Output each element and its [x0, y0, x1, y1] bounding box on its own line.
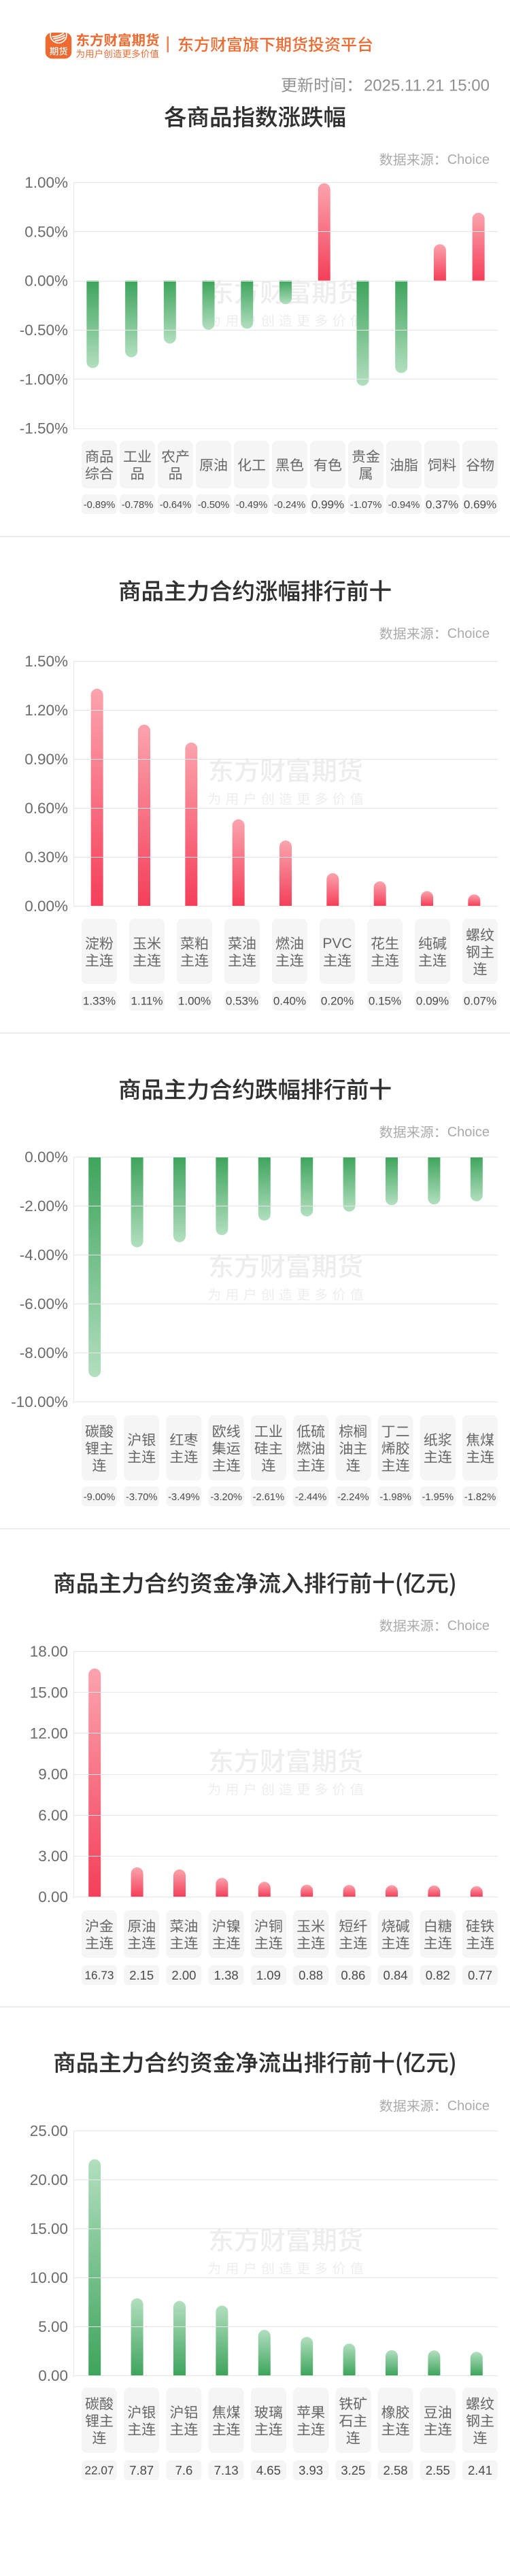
svg-text:0.90%: 0.90% — [24, 751, 68, 768]
svg-text:0.40%: 0.40% — [273, 995, 306, 1008]
svg-text:1.11%: 1.11% — [131, 995, 163, 1008]
svg-text:-0.50%: -0.50% — [20, 322, 68, 339]
svg-text:-1.07%: -1.07% — [350, 500, 382, 511]
svg-text:0.15%: 0.15% — [369, 995, 401, 1008]
svg-text:18.00: 18.00 — [30, 1643, 68, 1660]
svg-text:-2.00%: -2.00% — [20, 1198, 68, 1215]
svg-text:Choice: Choice — [447, 152, 490, 167]
svg-text:-3.70%: -3.70% — [126, 1492, 158, 1503]
svg-text:2.58: 2.58 — [384, 2463, 408, 2477]
svg-text:3.00: 3.00 — [38, 1848, 68, 1865]
svg-text:0.82: 0.82 — [426, 1968, 450, 1982]
svg-text:4.65: 4.65 — [256, 2463, 281, 2477]
svg-text:1.33%: 1.33% — [83, 995, 116, 1008]
svg-text:-4.00%: -4.00% — [20, 1247, 68, 1264]
svg-text:0.00: 0.00 — [38, 1888, 68, 1905]
svg-text:0.86: 0.86 — [341, 1968, 365, 1982]
svg-text:0.00: 0.00 — [38, 2367, 68, 2384]
svg-text:0.07%: 0.07% — [464, 995, 496, 1008]
svg-text:-1.00%: -1.00% — [20, 371, 68, 388]
svg-text:0.00%: 0.00% — [24, 273, 68, 290]
svg-text:1.50%: 1.50% — [24, 653, 68, 670]
svg-text:12.00: 12.00 — [30, 1725, 68, 1742]
svg-text:20.00: 20.00 — [30, 2171, 68, 2188]
svg-text:-1.95%: -1.95% — [422, 1492, 454, 1503]
svg-text:2.41: 2.41 — [468, 2463, 492, 2477]
svg-text:7.6: 7.6 — [175, 2463, 193, 2477]
svg-text:-3.20%: -3.20% — [210, 1492, 242, 1503]
svg-text:0.09%: 0.09% — [416, 995, 449, 1008]
svg-text:3.93: 3.93 — [299, 2463, 323, 2477]
svg-text:-2.44%: -2.44% — [295, 1492, 327, 1503]
svg-text:0.88: 0.88 — [299, 1968, 323, 1982]
svg-text:2.55: 2.55 — [426, 2463, 450, 2477]
svg-text:25.00: 25.00 — [30, 2122, 68, 2139]
svg-text:10.00: 10.00 — [30, 2269, 68, 2286]
svg-text:2.00: 2.00 — [171, 1968, 196, 1982]
svg-text:2.15: 2.15 — [129, 1968, 154, 1982]
svg-text:1.38: 1.38 — [214, 1968, 239, 1982]
svg-text:7.87: 7.87 — [129, 2463, 154, 2477]
svg-text:-8.00%: -8.00% — [20, 1344, 68, 1361]
svg-text:16.73: 16.73 — [84, 1969, 114, 1982]
svg-text:-10.00%: -10.00% — [11, 1393, 68, 1410]
svg-text:1.00%: 1.00% — [178, 995, 211, 1008]
svg-text:0.20%: 0.20% — [321, 995, 354, 1008]
svg-text:2025.11.21 15:00: 2025.11.21 15:00 — [364, 77, 490, 95]
svg-text:0.50%: 0.50% — [24, 223, 68, 240]
svg-text:Choice: Choice — [447, 1619, 490, 1633]
svg-text:0.77: 0.77 — [468, 1968, 492, 1982]
svg-text:1.09: 1.09 — [256, 1968, 281, 1982]
svg-text:1.20%: 1.20% — [24, 702, 68, 719]
svg-text:-3.49%: -3.49% — [168, 1492, 200, 1503]
svg-text:-0.94%: -0.94% — [388, 500, 420, 511]
svg-text:-2.24%: -2.24% — [337, 1492, 369, 1503]
svg-text:22.07: 22.07 — [84, 2464, 114, 2477]
svg-text:0.84: 0.84 — [384, 1968, 408, 1982]
svg-text:-0.50%: -0.50% — [198, 500, 230, 511]
svg-text:0.00%: 0.00% — [24, 898, 68, 915]
svg-text:-0.49%: -0.49% — [236, 500, 268, 511]
svg-text:3.25: 3.25 — [341, 2463, 365, 2477]
svg-text:0.30%: 0.30% — [24, 849, 68, 866]
svg-text:15.00: 15.00 — [30, 2220, 68, 2237]
svg-text:-6.00%: -6.00% — [20, 1295, 68, 1312]
svg-text:Choice: Choice — [447, 626, 490, 641]
svg-text:7.13: 7.13 — [214, 2463, 239, 2477]
svg-text:-1.98%: -1.98% — [379, 1492, 411, 1503]
svg-text:-0.89%: -0.89% — [84, 500, 116, 511]
svg-text:0.00%: 0.00% — [24, 1149, 68, 1166]
svg-text:-1.50%: -1.50% — [20, 420, 68, 437]
svg-text:-0.24%: -0.24% — [274, 500, 306, 511]
svg-text:6.00: 6.00 — [38, 1807, 68, 1824]
svg-text:0.69%: 0.69% — [464, 498, 496, 511]
svg-text:Choice: Choice — [447, 1125, 490, 1140]
svg-text:0.99%: 0.99% — [311, 498, 344, 511]
svg-text:0.53%: 0.53% — [226, 995, 258, 1008]
svg-text:1.00%: 1.00% — [24, 174, 68, 191]
svg-text:0.37%: 0.37% — [426, 498, 458, 511]
svg-text:-0.64%: -0.64% — [160, 500, 192, 511]
svg-text:9.00: 9.00 — [38, 1766, 68, 1783]
svg-text:5.00: 5.00 — [38, 2318, 68, 2335]
svg-text:-1.82%: -1.82% — [464, 1492, 496, 1503]
svg-text:-2.61%: -2.61% — [253, 1492, 285, 1503]
svg-text:15.00: 15.00 — [30, 1684, 68, 1701]
svg-text:PVC: PVC — [322, 936, 352, 951]
svg-text:0.60%: 0.60% — [24, 800, 68, 817]
svg-text:Choice: Choice — [447, 2099, 490, 2114]
svg-text:-0.78%: -0.78% — [122, 500, 154, 511]
svg-text:-9.00%: -9.00% — [84, 1492, 116, 1503]
